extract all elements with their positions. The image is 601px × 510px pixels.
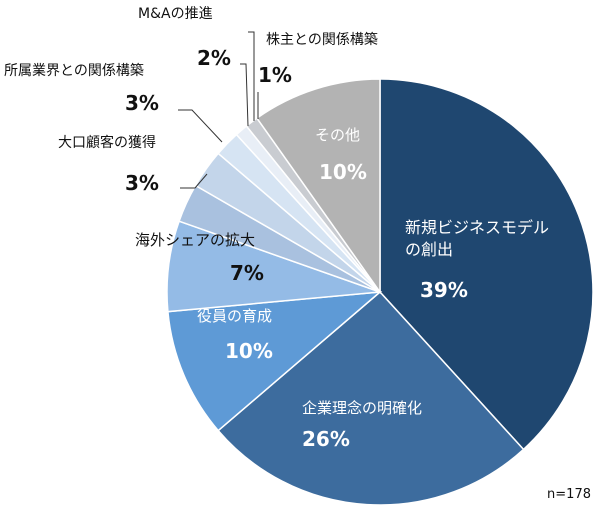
sample-size-note: n=178 <box>547 487 591 502</box>
slice-label-4: 大口顧客の獲得 <box>58 134 156 151</box>
slice-label-9: その他 <box>315 126 360 144</box>
pie-slice-1 <box>217 290 525 506</box>
slice-label-0-line0: 新規ビジネスモデル <box>405 218 549 237</box>
slice-value-3: 7% <box>230 261 264 285</box>
slice-value-5: 3% <box>125 91 159 115</box>
slice-value-2: 10% <box>225 339 273 363</box>
slice-value-8: 1% <box>258 63 292 87</box>
pie-slice-9 <box>255 78 381 295</box>
slice-value-9: 10% <box>319 160 367 184</box>
slice-label-0-line1: の創出 <box>405 240 453 259</box>
slice-value-4: 3% <box>125 171 159 195</box>
slice-label-6: 所属業界との関係構築 <box>4 63 144 79</box>
slice-value-6: 2% <box>197 46 231 70</box>
slice-label-7: M&Aの推進 <box>138 6 213 22</box>
leader-line-4 <box>180 173 208 189</box>
pie-slice-2 <box>167 291 383 432</box>
leader-line-5 <box>178 109 223 143</box>
leader-line-7 <box>248 31 255 121</box>
slice-value-0: 39% <box>420 278 468 302</box>
leader-line-6 <box>240 63 249 127</box>
slice-label-8: 株主との関係構築 <box>266 32 378 48</box>
slice-value-1: 26% <box>302 427 350 451</box>
slice-label-1: 企業理念の明確化 <box>302 399 422 417</box>
slice-label-3: 海外シェアの拡大 <box>135 231 255 249</box>
pie-slice-0 <box>379 78 594 451</box>
slice-label-2: 役員の育成 <box>197 307 272 325</box>
